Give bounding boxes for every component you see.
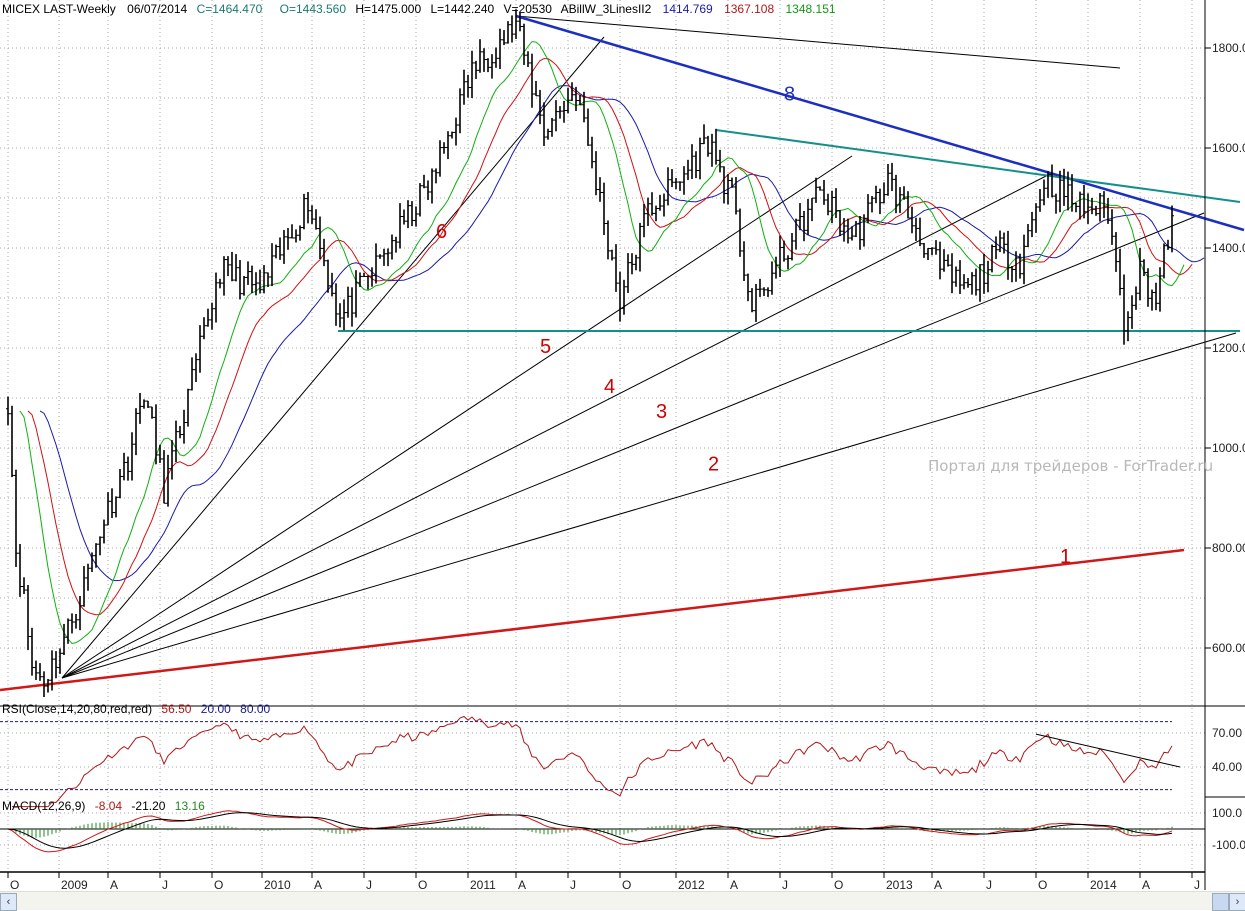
alligator-lines xyxy=(19,41,1205,644)
rsi-panel xyxy=(0,715,1181,808)
close-value: C=1464.470 xyxy=(197,2,263,16)
trendline-label: 8 xyxy=(784,84,795,106)
trendline-label: 1 xyxy=(1060,546,1071,568)
x-tick-label: 2010 xyxy=(264,878,291,892)
symbol: MICEX LAST-Weekly xyxy=(2,2,116,16)
teeth-value: 1367.108 xyxy=(724,2,774,16)
horizontal-scrollbar[interactable]: ‹ › xyxy=(0,891,1245,911)
price-bars xyxy=(6,9,1174,698)
lips-line xyxy=(19,41,1185,644)
jaw-value: 1414.769 xyxy=(663,2,713,16)
x-tick-label: 2014 xyxy=(1090,878,1117,892)
y-tick-label: 1600.00 xyxy=(1212,141,1245,155)
x-tick-label: 2009 xyxy=(61,878,88,892)
scroll-left-button[interactable]: ‹ xyxy=(0,893,17,911)
date: 06/07/2014 xyxy=(127,2,187,16)
trendline xyxy=(0,548,1185,692)
scroll-right-button[interactable]: › xyxy=(1229,893,1245,911)
macd-hist: 13.16 xyxy=(175,799,205,813)
chevron-right-icon: › xyxy=(1235,896,1240,908)
chart-legend: MICEX LAST-Weekly 06/07/2014 C=1464.470 … xyxy=(2,2,836,16)
x-tick-label: O xyxy=(214,878,223,892)
x-tick-label: A xyxy=(110,878,118,892)
y-tick-label: 1200.00 xyxy=(1212,341,1245,355)
open-value: O=1443.560 xyxy=(280,2,347,16)
teeth-line xyxy=(27,58,1193,616)
trendline-label: 2 xyxy=(708,454,719,476)
x-tick-label: J xyxy=(570,878,576,892)
rsi-line xyxy=(12,715,1173,808)
macd-line xyxy=(7,810,1173,853)
rsi-name: RSI(Close,14,20,80,red,red) xyxy=(2,702,152,716)
y-tick-label: 1800.00 xyxy=(1212,41,1245,55)
jaw-line xyxy=(39,85,1205,582)
y-tick-label: 800.00 xyxy=(1212,541,1245,555)
watermark: Портал для трейдеров - ForTrader.ru xyxy=(928,457,1213,475)
low-value: L=1442.240 xyxy=(430,2,494,16)
trendline xyxy=(61,212,1205,679)
rsi-tick-label: 40.00 xyxy=(1212,760,1242,774)
macd-tick-label: -100.0 xyxy=(1212,838,1245,852)
trendline xyxy=(61,332,1237,679)
high-value: H=1475.000 xyxy=(355,2,421,16)
rsi-high: 80.00 xyxy=(240,702,270,716)
macd-name: MACD(12,26,9) xyxy=(2,799,85,813)
x-tick-label: J xyxy=(782,878,788,892)
macd-tick-label: 100.0 xyxy=(1212,806,1242,820)
x-tick-label: A xyxy=(314,878,322,892)
scroll-thumb[interactable] xyxy=(1212,893,1229,911)
x-tick-label: J xyxy=(366,878,372,892)
trendlines: 1 2 3 4 5 6 8 xyxy=(0,14,1245,692)
y-tick-label: 1400.00 xyxy=(1212,241,1245,255)
x-tick-label: 2012 xyxy=(678,878,705,892)
axes: O 2009 A J O 2010 A J O 2011 A J O 2012 A J O 2013 A J O 2014… xyxy=(0,0,1245,892)
rsi-low: 20.00 xyxy=(201,702,231,716)
x-tick-label: O xyxy=(418,878,427,892)
macd-signal-line xyxy=(7,812,1173,849)
macd-panel xyxy=(0,810,1205,853)
x-tick-label: A xyxy=(730,878,738,892)
x-tick-label: A xyxy=(1142,878,1150,892)
x-tick-label: O xyxy=(10,878,19,892)
x-tick-label: O xyxy=(622,878,631,892)
x-tick-label: J xyxy=(162,878,168,892)
indicator-name: ABillW_3LinesII2 xyxy=(561,2,652,16)
rsi-trendline xyxy=(1035,733,1181,768)
macd-signal: -21.20 xyxy=(131,799,165,813)
x-tick-label: A xyxy=(934,878,942,892)
y-tick-label: 1000.00 xyxy=(1212,441,1245,455)
x-tick-label: A xyxy=(518,878,526,892)
chevron-left-icon: ‹ xyxy=(6,896,11,908)
x-tick-label: 2013 xyxy=(886,878,913,892)
x-tick-label: 2011 xyxy=(470,878,496,892)
trendline xyxy=(61,174,1049,679)
trendline-label: 4 xyxy=(604,376,615,398)
trendline xyxy=(715,129,1241,203)
trendline xyxy=(61,36,605,679)
rsi-tick-label: 70.00 xyxy=(1212,726,1242,740)
trendline-label: 5 xyxy=(540,336,551,358)
x-tick-label: J xyxy=(986,878,992,892)
trendline xyxy=(61,155,853,679)
macd-legend: MACD(12,26,9) -8.04 -21.20 13.16 xyxy=(2,799,205,813)
trendline-label: 6 xyxy=(436,221,447,243)
rsi-value: 56.50 xyxy=(161,702,191,716)
rsi-legend: RSI(Close,14,20,80,red,red) 56.50 20.00 … xyxy=(2,702,271,716)
lips-value: 1348.151 xyxy=(785,2,835,16)
trendline xyxy=(515,15,1121,69)
x-tick-label: O xyxy=(834,878,843,892)
trendline xyxy=(515,14,1245,232)
x-tick-label: J xyxy=(1194,878,1200,892)
volume-value: V=20530 xyxy=(504,2,553,16)
x-tick-label: O xyxy=(1038,878,1047,892)
y-tick-label: 600.00 xyxy=(1212,641,1245,655)
macd-value: -8.04 xyxy=(95,799,123,813)
trendline-label: 3 xyxy=(656,401,667,423)
